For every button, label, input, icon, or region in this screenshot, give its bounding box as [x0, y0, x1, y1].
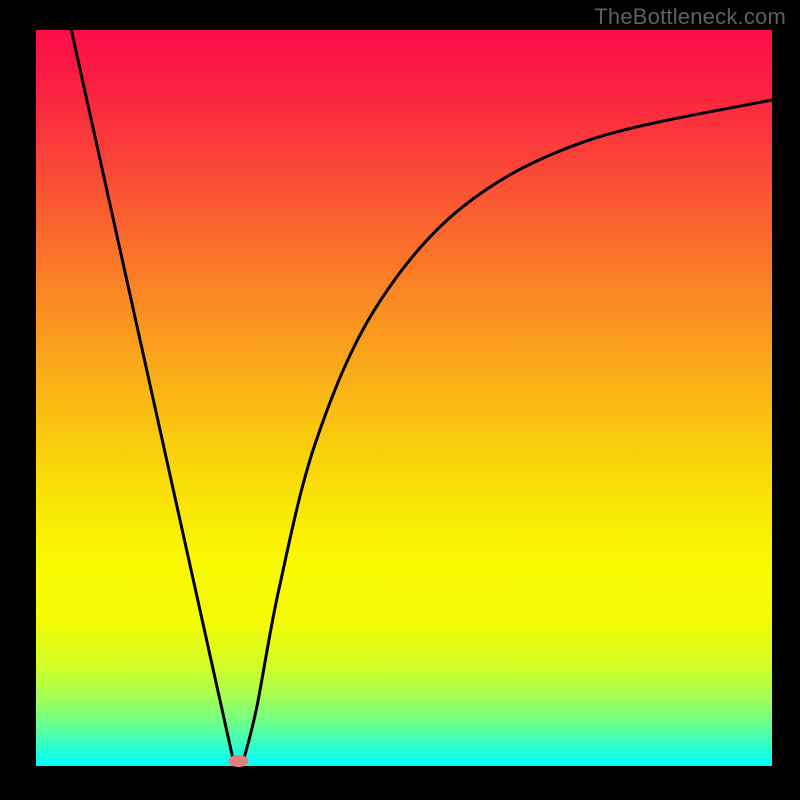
bottleneck-curve — [71, 30, 772, 762]
curve-layer — [36, 30, 772, 766]
min-point-marker — [229, 755, 248, 767]
plot-frame — [36, 30, 772, 766]
watermark-text: TheBottleneck.com — [594, 4, 786, 30]
